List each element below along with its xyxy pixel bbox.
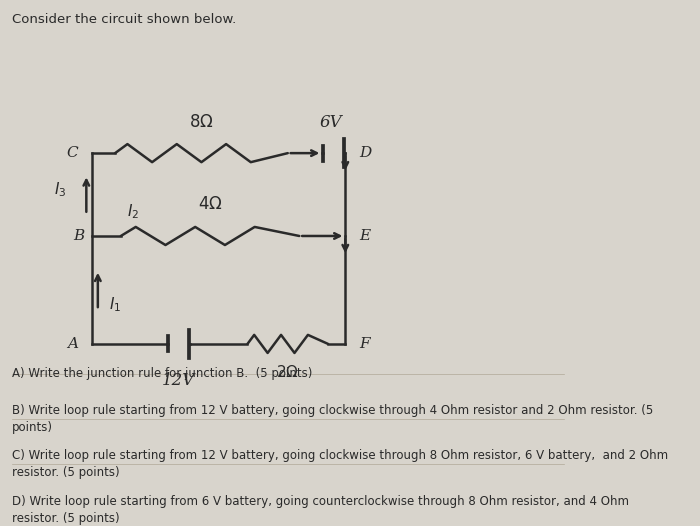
Text: F: F [360,337,370,351]
Text: $2\Omega$: $2\Omega$ [276,364,299,380]
Text: D) Write loop rule starting from 6 V battery, going counterclockwise through 8 O: D) Write loop rule starting from 6 V bat… [11,494,629,524]
Text: B: B [74,229,85,243]
Text: E: E [360,229,371,243]
Text: D: D [360,146,372,160]
Text: Consider the circuit shown below.: Consider the circuit shown below. [11,13,236,26]
Text: B) Write loop rule starting from 12 V battery, going clockwise through 4 Ohm res: B) Write loop rule starting from 12 V ba… [11,404,653,434]
Text: $4\Omega$: $4\Omega$ [197,196,223,214]
Text: $I_3$: $I_3$ [54,180,66,199]
Text: C: C [66,146,78,160]
Text: $I_1$: $I_1$ [109,295,122,313]
Text: A) Write the junction rule for junction B.  (5 points): A) Write the junction rule for junction … [11,367,312,380]
Text: 6V: 6V [320,114,342,130]
Text: C) Write loop rule starting from 12 V battery, going clockwise through 8 Ohm res: C) Write loop rule starting from 12 V ba… [11,449,668,479]
Text: 12V: 12V [162,371,195,389]
Text: A: A [66,337,78,351]
Text: $I_2$: $I_2$ [127,202,139,221]
Text: $8\Omega$: $8\Omega$ [189,114,213,130]
